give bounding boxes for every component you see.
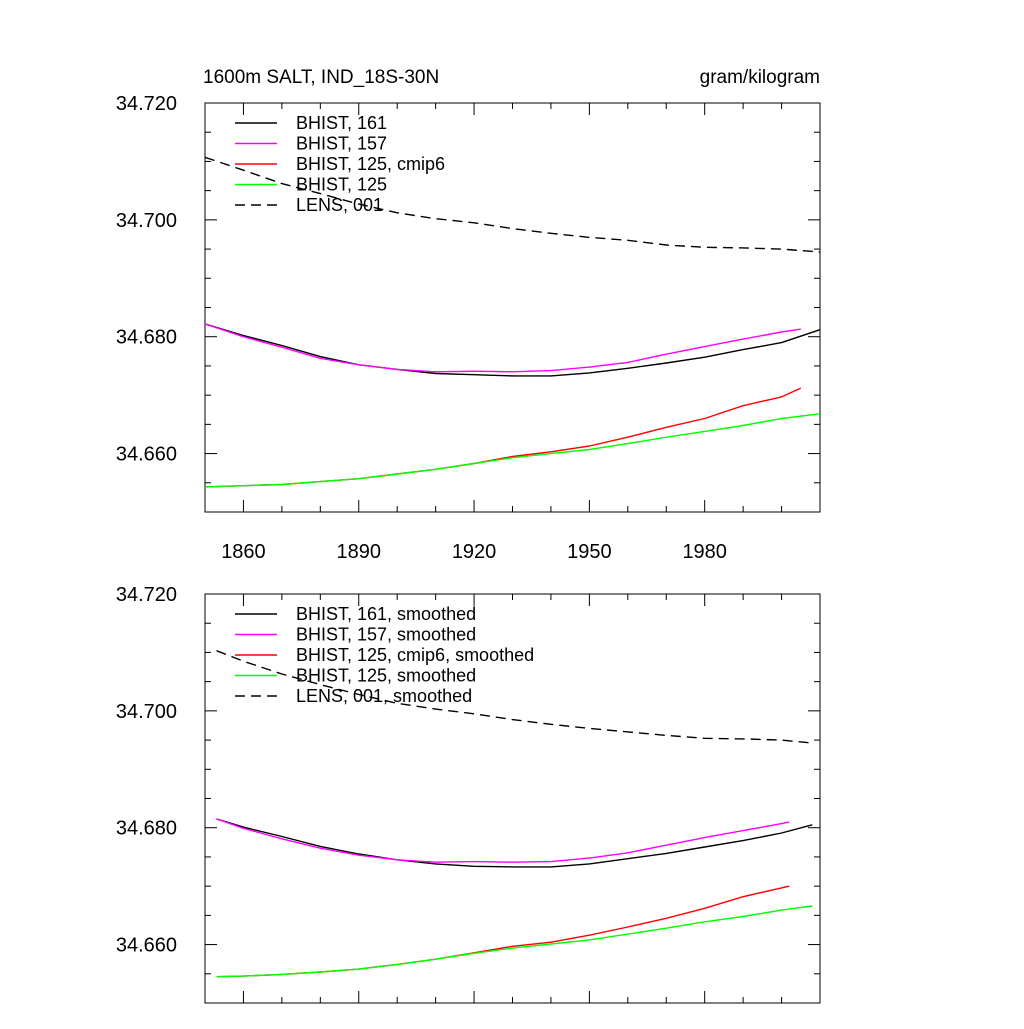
- x-tick-label: 1950: [567, 541, 612, 563]
- y-tick-label: 34.660: [116, 935, 177, 957]
- series-line-0: [216, 818, 813, 868]
- x-tick-label: 1980: [682, 541, 727, 563]
- series-line-1: [216, 818, 790, 863]
- chart-panel-bottom: 34.660 34.680 34.700 34.720 BHIST, 161, smoo…: [116, 584, 821, 1004]
- y-tick-label: 34.720: [116, 93, 177, 115]
- series-line-2: [204, 387, 802, 488]
- series-line-2: [216, 885, 790, 978]
- chart-panel-top: 34.660 34.680 34.700 34.720 1860 1890 1920 1950…: [116, 67, 821, 563]
- y-tick-label: 34.720: [116, 584, 177, 606]
- y-tick-label: 34.660: [116, 444, 177, 466]
- series-line-1: [204, 323, 801, 373]
- legend-label-1: BHIST, 157, smoothed: [296, 625, 476, 645]
- legend-label-1: BHIST, 157: [296, 134, 387, 154]
- series-line-0: [204, 323, 821, 377]
- chart-title: 1600m SALT, IND_18S-30N: [203, 67, 439, 88]
- legend-label-4: LENS, 001: [296, 195, 383, 215]
- series-line-3: [204, 413, 821, 488]
- y-tick-label: 34.680: [116, 327, 177, 349]
- legend-label-4: LENS, 001, smoothed: [296, 686, 472, 706]
- legend-label-0: BHIST, 161, smoothed: [296, 604, 476, 624]
- legend-label-2: BHIST, 125, cmip6, smoothed: [296, 645, 534, 665]
- series-line-3: [216, 905, 813, 978]
- legend-label-3: BHIST, 125: [296, 175, 387, 195]
- x-tick-label: 1920: [452, 541, 497, 563]
- legend-label-3: BHIST, 125, smoothed: [296, 666, 476, 686]
- y-tick-label: 34.700: [116, 210, 177, 232]
- y-tick-label: 34.680: [116, 818, 177, 840]
- series-line-4: [216, 650, 813, 744]
- chart-units: gram/kilogram: [700, 67, 820, 88]
- x-tick-label: 1860: [221, 541, 266, 563]
- legend-label-0: BHIST, 161: [296, 113, 387, 133]
- legend-label-2: BHIST, 125, cmip6: [296, 154, 445, 174]
- y-tick-label: 34.700: [116, 701, 177, 723]
- x-tick-label: 1890: [337, 541, 382, 563]
